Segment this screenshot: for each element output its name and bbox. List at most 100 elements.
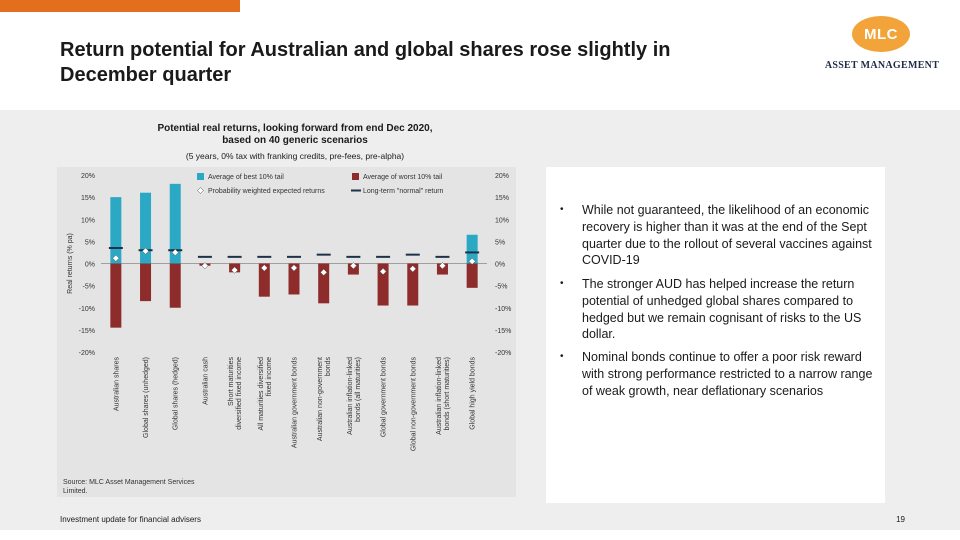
bullet-text: While not guaranteed, the likelihood of … — [582, 203, 872, 268]
x-category-label-line: bonds — [325, 357, 332, 377]
x-category-label-line: bonds (short maturities) — [444, 357, 451, 431]
marker-expected-return — [260, 264, 268, 272]
x-category-label-line: Global shares (hedged) — [173, 357, 180, 430]
legend-swatch — [197, 173, 204, 180]
x-category-label-line: Global government bonds — [381, 357, 388, 438]
y-tick-label-left: 15% — [81, 195, 95, 202]
y-tick-label-right: 20% — [495, 173, 509, 180]
marker-expected-return — [290, 264, 298, 272]
y-tick-label-right: 15% — [495, 195, 509, 202]
legend-swatch — [197, 187, 204, 194]
bar-best-tail — [140, 192, 152, 264]
x-category-label: All maturities diversifiedfixed income — [258, 357, 273, 431]
bullet-dot-icon: • — [560, 278, 564, 289]
commentary-panel: • While not guaranteed, the likelihood o… — [546, 167, 885, 503]
bar-worst-tail — [288, 263, 300, 295]
y-tick-label-left: 20% — [81, 173, 95, 180]
bar-worst-tail — [407, 263, 419, 306]
y-tick-label-right: -5% — [495, 284, 507, 291]
y-tick-label-left: -20% — [79, 350, 95, 357]
bullet-item: • Nominal bonds continue to offer a poor… — [560, 349, 875, 399]
legend-label: Probability weighted expected returns — [208, 188, 325, 195]
y-tick-label-right: -10% — [495, 306, 511, 313]
chart-panel: 20% 20% 15% 15% 10% 10% 5% 5% 0% 0% -5% -5% -10% -10%… — [57, 167, 516, 497]
x-category-label-line: Australian non-government — [317, 357, 324, 441]
x-category-label-line: Australian government bonds — [292, 357, 299, 449]
bar-best-tail — [169, 183, 181, 264]
logo-badge-text: MLC — [864, 26, 898, 43]
x-category-label: Australian inflation-linkedbonds (short … — [436, 357, 451, 435]
marker-expected-return — [201, 262, 209, 270]
chart-title-line-2: based on 40 generic scenarios — [222, 135, 368, 146]
legend-swatch — [352, 173, 359, 180]
bar-worst-tail — [110, 263, 122, 328]
logo-subtitle: ASSET MANAGEMENT — [824, 60, 940, 71]
x-category-label-line: Australian inflation-linked — [347, 357, 354, 435]
marker-expected-return — [141, 247, 150, 255]
x-category-label: Short maturitiesdiversified fixed income — [228, 357, 243, 430]
source-note-line-2: Limited. — [63, 488, 88, 495]
bullet-item: • While not guaranteed, the likelihood o… — [560, 202, 875, 269]
legend-label: Average of worst 10% tail — [363, 174, 443, 181]
x-category-label: Australian government bonds — [292, 357, 299, 449]
chart-subtitle: (5 years, 0% tax with franking credits, … — [185, 151, 405, 161]
x-category-label: Australian cash — [202, 357, 209, 405]
bullet-dot-icon: • — [560, 351, 564, 362]
marker-expected-return — [320, 268, 328, 276]
x-category-label-line: Australian inflation-linked — [436, 357, 443, 435]
bullet-item: • The stronger AUD has helped increase t… — [560, 276, 875, 343]
x-category-label-line: Global high yield bonds — [470, 357, 477, 430]
slide-title-line-2: December quarter — [60, 64, 232, 86]
y-tick-label-right: -20% — [495, 350, 511, 357]
legend-label: Long-term "normal" return — [363, 188, 444, 195]
marker-expected-return — [231, 266, 239, 274]
marker-expected-return — [349, 262, 357, 270]
x-category-label: Global high yield bonds — [470, 357, 477, 430]
x-category-label-line: Global non-government bonds — [410, 357, 417, 452]
logo-badge — [852, 16, 910, 52]
marker-expected-return — [112, 254, 120, 262]
y-axis-title-left: Real returns (% pa) — [67, 233, 74, 294]
bar-best-tail — [466, 234, 478, 264]
bar-worst-tail — [318, 263, 330, 304]
marker-expected-return — [171, 248, 179, 256]
mlc-logo: MLC ASSET MANAGEMENT — [822, 14, 942, 74]
bullet-text: Nominal bonds continue to offer a poor r… — [582, 350, 873, 398]
y-tick-label-left: 0% — [85, 262, 95, 269]
y-tick-label-left: 5% — [85, 239, 95, 246]
x-category-label-line: Australian cash — [202, 357, 209, 405]
y-tick-label-right: 5% — [495, 239, 505, 246]
marker-expected-return — [409, 265, 417, 273]
legend-label: Average of best 10% tail — [208, 174, 284, 181]
x-category-label: Global non-government bonds — [410, 357, 417, 452]
y-tick-label-right: 10% — [495, 217, 509, 224]
bullet-dot-icon: • — [560, 204, 564, 215]
x-category-label-line: Australian shares — [113, 357, 120, 412]
y-tick-label-left: 10% — [81, 217, 95, 224]
marker-expected-return — [438, 262, 447, 270]
bar-worst-tail — [140, 263, 152, 302]
x-category-label-line: bonds (all maturities) — [355, 357, 362, 422]
x-category-label-line: All maturities diversified — [258, 357, 265, 431]
bullet-text: The stronger AUD has helped increase the… — [582, 277, 862, 342]
x-category-label-line: Global shares (unhedged) — [143, 357, 150, 438]
x-category-label-line: diversified fixed income — [236, 357, 243, 430]
y-tick-label-left: -15% — [79, 328, 95, 335]
x-category-label: Australian non-governmentbonds — [317, 357, 332, 442]
slide-title: Return potential for Australian and glob… — [60, 38, 820, 88]
y-tick-label-left: -10% — [79, 306, 95, 313]
chart-title-line-1: Potential real returns, looking forward … — [157, 123, 433, 134]
header-accent-bar — [0, 0, 240, 12]
y-tick-label-right: 0% — [495, 262, 505, 269]
x-category-label: Global shares (unhedged) — [143, 357, 150, 438]
bar-worst-tail — [258, 263, 270, 297]
marker-expected-return — [379, 267, 387, 276]
marker-expected-return — [468, 257, 476, 265]
slide-title-line-1: Return potential for Australian and glob… — [60, 39, 671, 61]
bar-worst-tail — [466, 263, 478, 288]
returns-chart: 20% 20% 15% 15% 10% 10% 5% 5% 0% 0% -5% -5% -10% -10%… — [63, 173, 511, 495]
x-category-label: Global government bonds — [381, 357, 388, 438]
bar-best-tail — [110, 197, 122, 264]
chart-title: Potential real returns, looking forward … — [120, 123, 470, 147]
x-category-label: Australian shares — [113, 357, 120, 412]
